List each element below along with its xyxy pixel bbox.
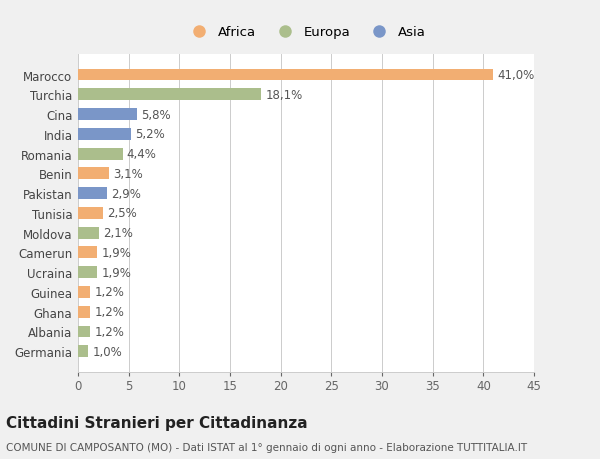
Bar — [78, 109, 137, 121]
Text: 1,9%: 1,9% — [101, 266, 131, 279]
Text: 1,9%: 1,9% — [101, 246, 131, 259]
Bar — [78, 326, 90, 338]
Bar — [78, 89, 262, 101]
Text: 1,2%: 1,2% — [94, 306, 124, 319]
Text: 2,5%: 2,5% — [107, 207, 137, 220]
Bar — [78, 306, 90, 318]
Bar — [78, 286, 90, 298]
Bar — [78, 188, 107, 200]
Bar — [78, 168, 109, 180]
Text: 1,2%: 1,2% — [94, 286, 124, 299]
Text: 1,0%: 1,0% — [92, 345, 122, 358]
Text: 2,9%: 2,9% — [112, 187, 142, 200]
Text: 5,8%: 5,8% — [141, 108, 170, 121]
Bar — [78, 148, 122, 160]
Text: 5,2%: 5,2% — [135, 128, 164, 141]
Text: 1,2%: 1,2% — [94, 325, 124, 338]
Bar — [78, 247, 97, 259]
Bar — [78, 346, 88, 358]
Text: Cittadini Stranieri per Cittadinanza: Cittadini Stranieri per Cittadinanza — [6, 415, 308, 431]
Bar — [78, 69, 493, 81]
Bar — [78, 129, 131, 140]
Text: 2,1%: 2,1% — [103, 227, 133, 240]
Bar — [78, 267, 97, 279]
Text: 4,4%: 4,4% — [127, 148, 157, 161]
Legend: Africa, Europa, Asia: Africa, Europa, Asia — [184, 24, 428, 42]
Text: 41,0%: 41,0% — [497, 69, 535, 82]
Text: 18,1%: 18,1% — [265, 89, 303, 101]
Bar — [78, 227, 99, 239]
Text: COMUNE DI CAMPOSANTO (MO) - Dati ISTAT al 1° gennaio di ogni anno - Elaborazione: COMUNE DI CAMPOSANTO (MO) - Dati ISTAT a… — [6, 442, 527, 452]
Text: 3,1%: 3,1% — [113, 168, 143, 180]
Bar — [78, 207, 103, 219]
